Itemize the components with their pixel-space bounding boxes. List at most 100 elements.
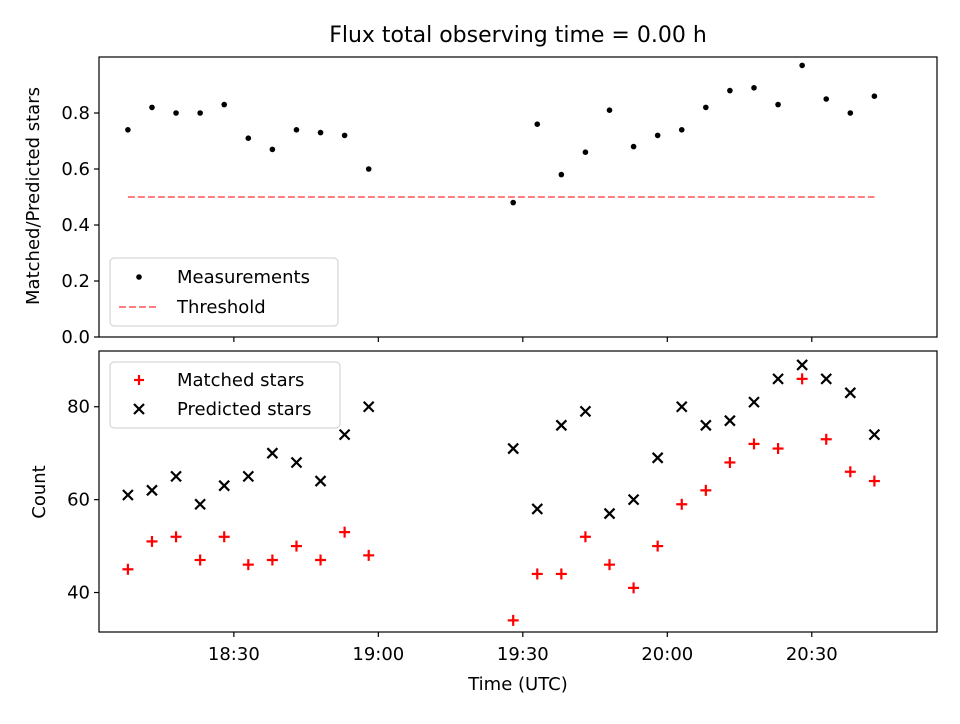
- matched-point: [820, 433, 832, 445]
- matched-point: [844, 466, 856, 478]
- predicted-point: [675, 400, 688, 413]
- measurement-point: [727, 87, 733, 94]
- matched-point: [290, 540, 302, 552]
- matched-point: [796, 373, 808, 385]
- predicted-point: [194, 498, 206, 511]
- measurement-point: [847, 110, 854, 116]
- predicted-point: [651, 452, 664, 464]
- matched-point: [748, 438, 760, 450]
- measurement-point: [149, 104, 155, 111]
- y-tick-label: 60: [67, 490, 90, 511]
- predicted-point: [170, 470, 182, 483]
- matched-point: [652, 540, 664, 552]
- measurement-point: [871, 93, 878, 99]
- measurement-point: [510, 199, 516, 206]
- matched-point: [146, 535, 158, 547]
- measurement-point: [245, 135, 252, 141]
- measurement-point: [221, 101, 228, 108]
- count-legend: Matched stars Predicted stars: [109, 361, 341, 429]
- matched-point: [363, 549, 375, 561]
- predicted-point: [242, 470, 255, 483]
- measurement-point: [293, 127, 300, 133]
- measurement-point: [775, 101, 781, 108]
- predicted-point: [146, 484, 158, 497]
- measurement-point: [534, 121, 541, 127]
- measurement-point: [317, 129, 324, 136]
- predicted-point: [507, 442, 519, 455]
- x-tick-label: 20:30: [786, 644, 838, 665]
- predicted-point: [868, 428, 881, 441]
- predicted-point: [290, 456, 303, 469]
- y-tick-label: 0.0: [61, 327, 90, 348]
- predicted-point: [314, 475, 327, 487]
- legend-label-matched: Matched stars: [177, 370, 304, 391]
- legend-marker-matched: [134, 375, 144, 385]
- measurement-point: [582, 149, 589, 155]
- matched-point: [507, 614, 519, 626]
- predicted-point: [338, 428, 351, 441]
- y-tick-label: 80: [67, 397, 90, 418]
- legend-marker-measurements: [136, 274, 142, 280]
- measurement-point: [823, 96, 830, 102]
- predicted-point: [844, 387, 857, 399]
- matched-point: [676, 498, 688, 510]
- matched-point: [242, 559, 254, 571]
- ratio-panel: Flux total observing time = 0.00 h Match…: [23, 23, 938, 348]
- x-axis-label: Time (UTC): [467, 674, 568, 695]
- measurement-point: [678, 127, 685, 133]
- count-marks: [122, 359, 881, 626]
- matched-point: [339, 526, 351, 538]
- measurement-point: [173, 110, 179, 116]
- chart-title: Flux total observing time = 0.00 h: [329, 23, 707, 48]
- measurement-point: [751, 85, 757, 91]
- y-axis-label: Count: [29, 465, 50, 518]
- predicted-point: [748, 396, 760, 408]
- axes-frame: [98, 350, 938, 633]
- predicted-point: [122, 489, 134, 501]
- x-tick-label: 19:00: [352, 644, 404, 665]
- legend-label-measurements: Measurements: [177, 267, 310, 288]
- matched-point: [315, 554, 327, 566]
- matched-point: [266, 554, 278, 566]
- measurement-point: [269, 146, 276, 153]
- matched-point: [218, 531, 230, 543]
- y-tick-label: 0.2: [61, 271, 90, 292]
- matched-point: [772, 443, 784, 455]
- count-axes: 40 60 80 18:30 19:00 19:30 20:00 20:30: [67, 350, 938, 665]
- matched-point: [122, 563, 134, 575]
- ratio-legend: Measurements Threshold: [109, 257, 339, 327]
- matched-point: [579, 531, 591, 543]
- measurement-point: [558, 171, 565, 178]
- legend-label-predicted: Predicted stars: [177, 399, 311, 420]
- measurement-point: [197, 110, 203, 116]
- predicted-point: [218, 479, 230, 492]
- predicted-point: [579, 405, 592, 418]
- legend-label-threshold: Threshold: [176, 297, 266, 318]
- y-tick-label: 0.6: [61, 159, 90, 180]
- ratio-marks: [125, 62, 878, 206]
- matched-point: [555, 568, 567, 580]
- legend-frame: [109, 361, 341, 429]
- predicted-point: [603, 507, 616, 520]
- predicted-point: [772, 373, 784, 385]
- measurement-point: [703, 104, 709, 111]
- predicted-point: [796, 359, 808, 371]
- legend-marker-predicted: [133, 403, 145, 415]
- predicted-point: [555, 419, 568, 432]
- y-axis-label: Matched/Predicted stars: [23, 87, 44, 305]
- predicted-point: [820, 373, 833, 385]
- matched-point: [868, 475, 880, 487]
- matched-point: [724, 456, 736, 468]
- measurement-point: [341, 132, 348, 139]
- predicted-point: [266, 447, 279, 459]
- x-tick-label: 19:30: [497, 644, 549, 665]
- measurement-point: [365, 166, 372, 172]
- measurement-point: [799, 62, 805, 69]
- matched-point: [170, 531, 182, 543]
- predicted-point: [700, 419, 712, 432]
- ratio-axes: 0.0 0.2 0.4 0.6 0.8: [61, 56, 938, 348]
- measurement-point: [654, 132, 661, 139]
